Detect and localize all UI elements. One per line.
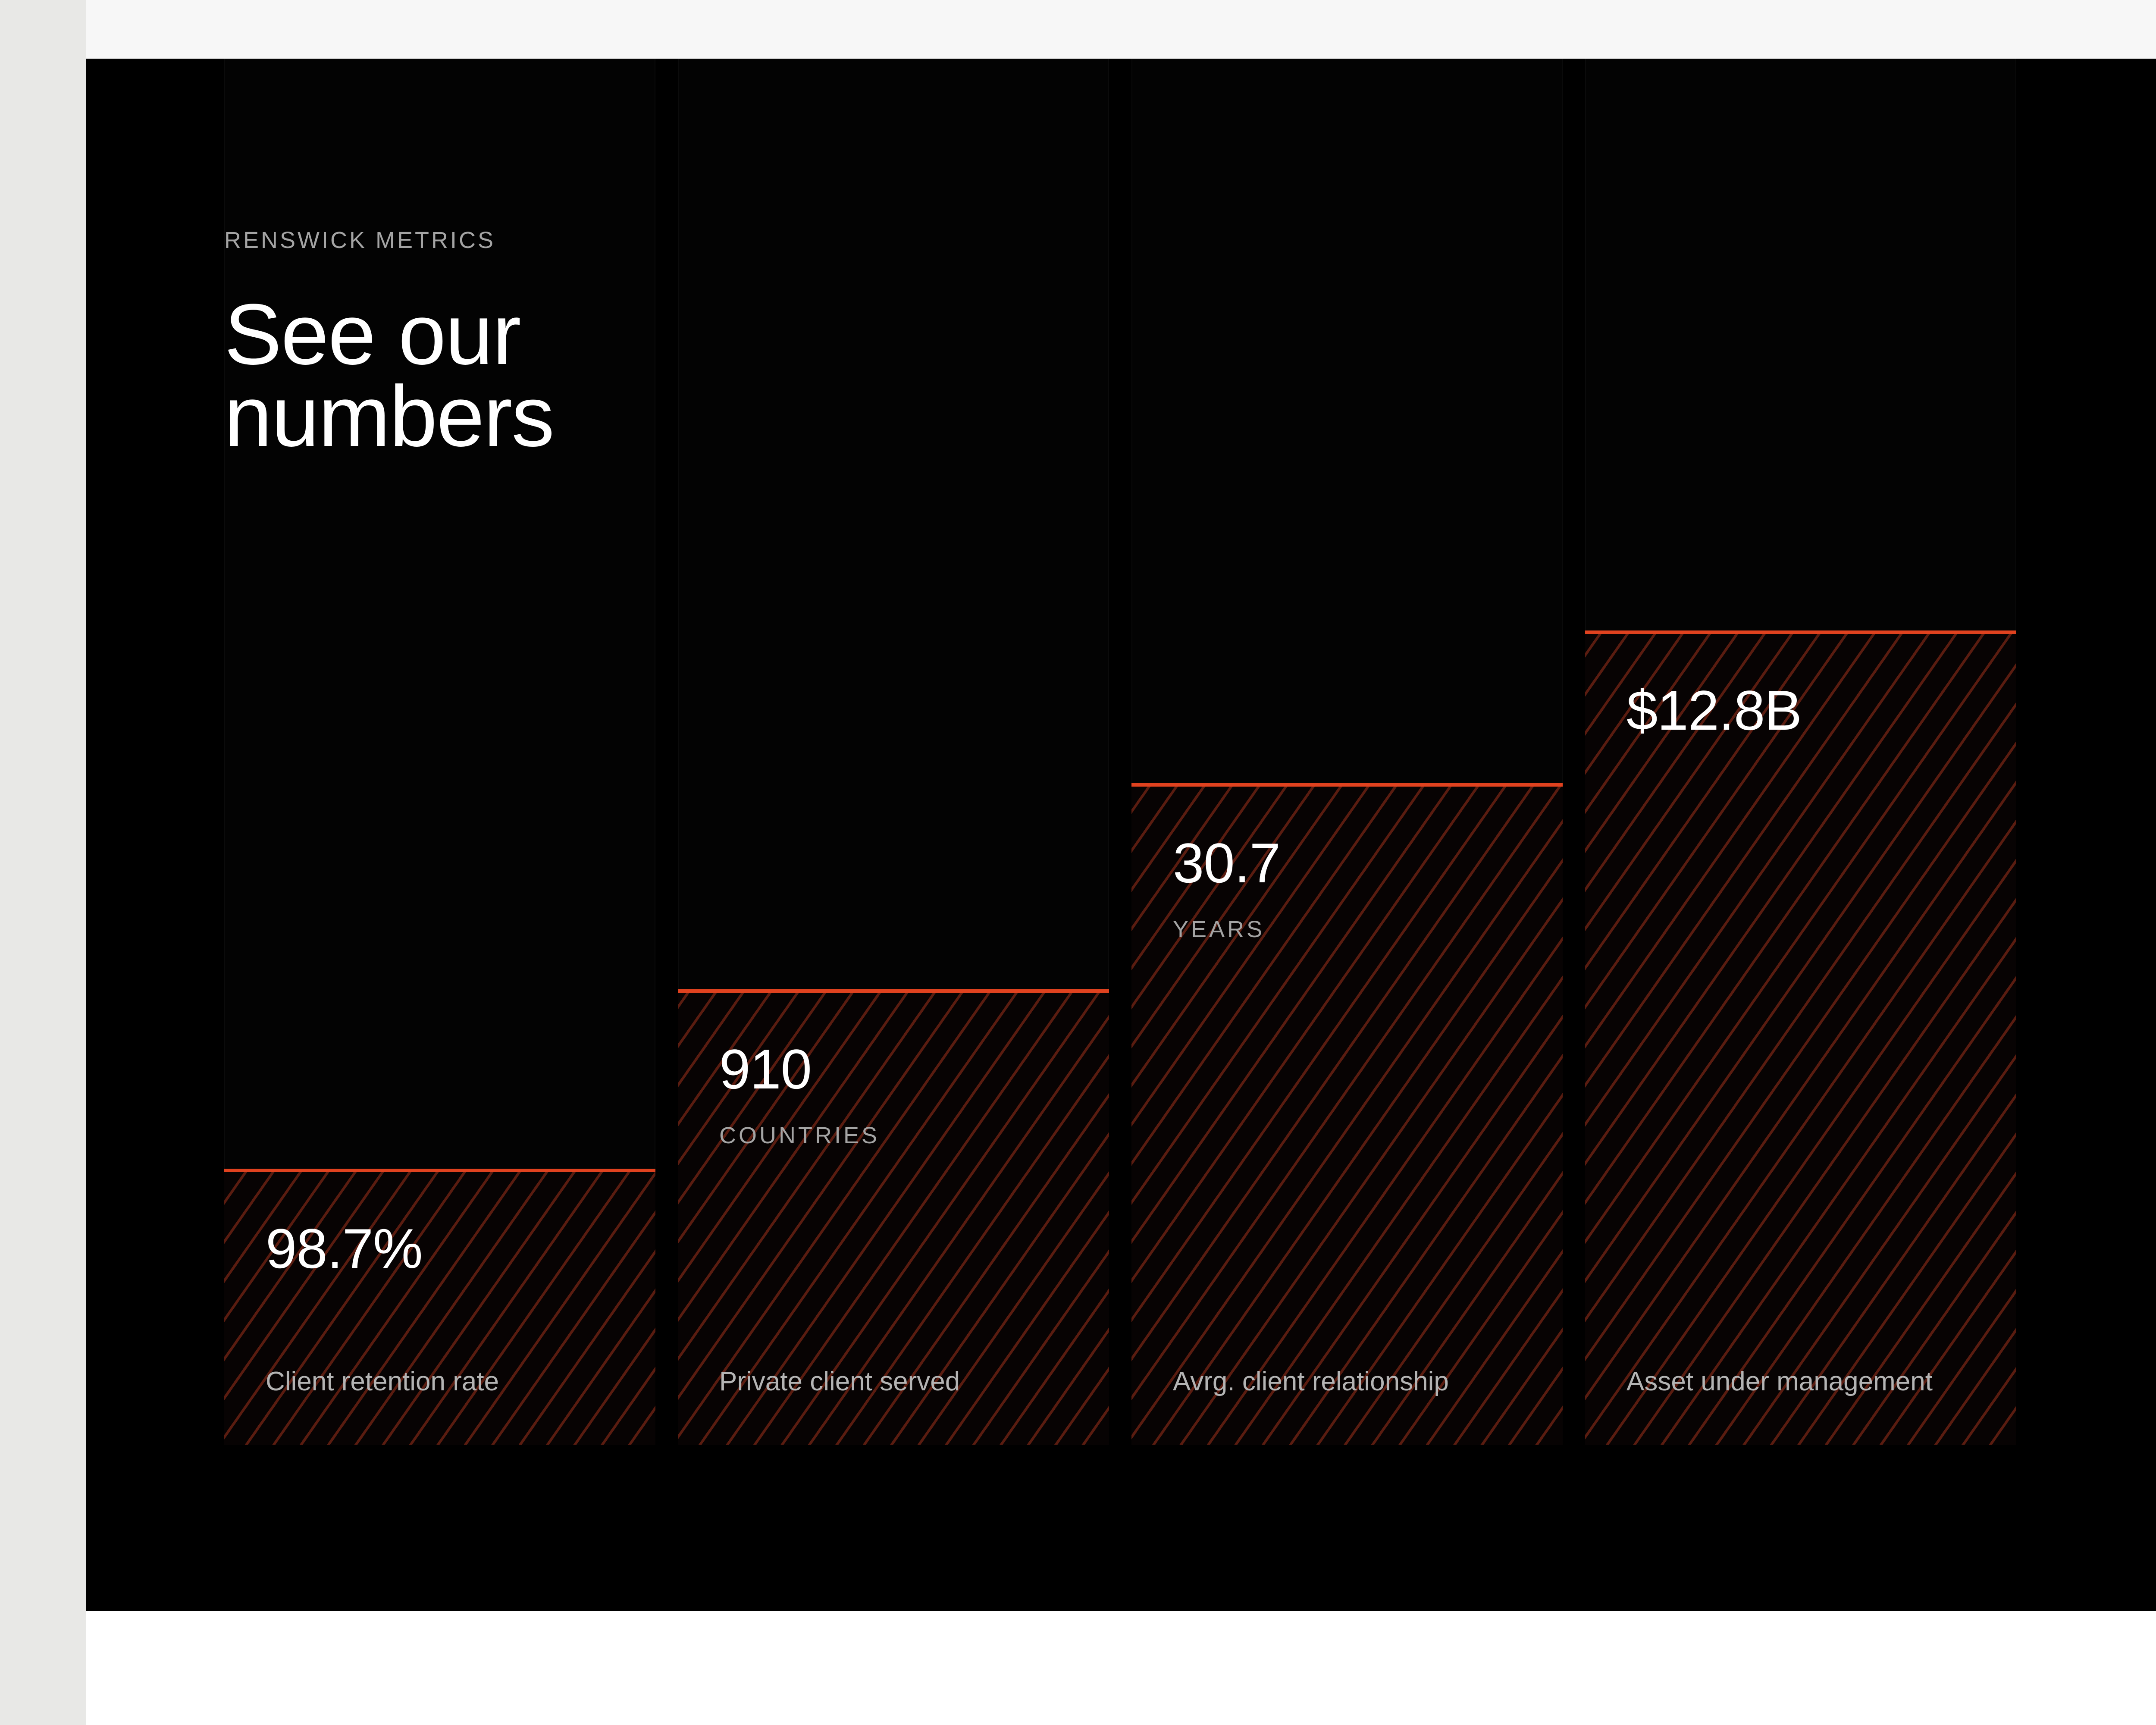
section-title-line-2: numbers [224, 368, 555, 464]
top-strip [86, 0, 2156, 59]
section-eyebrow: RENSWICK METRICS [224, 227, 496, 253]
section-title: See our numbers [224, 292, 555, 460]
metric-bar-private-clients: 910 COUNTRIES Private client served [678, 989, 1109, 1445]
metric-label: Avrg. client relationship [1173, 1367, 1449, 1396]
metric-value: 98.7% [266, 1217, 423, 1280]
metric-unit: COUNTRIES [719, 1123, 880, 1148]
section-title-line-1: See our [224, 286, 521, 383]
metric-bar-assets-under-management: $12.8B Asset under management [1585, 630, 2016, 1445]
metric-bar-client-relationship: 30.7 YEARS Avrg. client relationship [1131, 783, 1563, 1445]
metric-label: Private client served [719, 1367, 960, 1396]
metric-value: $12.8B [1626, 679, 1802, 742]
metric-unit: YEARS [1173, 916, 1265, 942]
metric-value: 30.7 [1173, 831, 1281, 894]
metric-label: Asset under management [1626, 1367, 1933, 1396]
metrics-section: RENSWICK METRICS See our numbers 98.7% C… [86, 59, 2156, 1611]
metric-value: 910 [719, 1038, 812, 1101]
page: RENSWICK METRICS See our numbers 98.7% C… [86, 0, 2156, 1725]
metric-bar-client-retention: 98.7% Client retention rate [224, 1169, 655, 1445]
metric-label: Client retention rate [266, 1367, 499, 1396]
